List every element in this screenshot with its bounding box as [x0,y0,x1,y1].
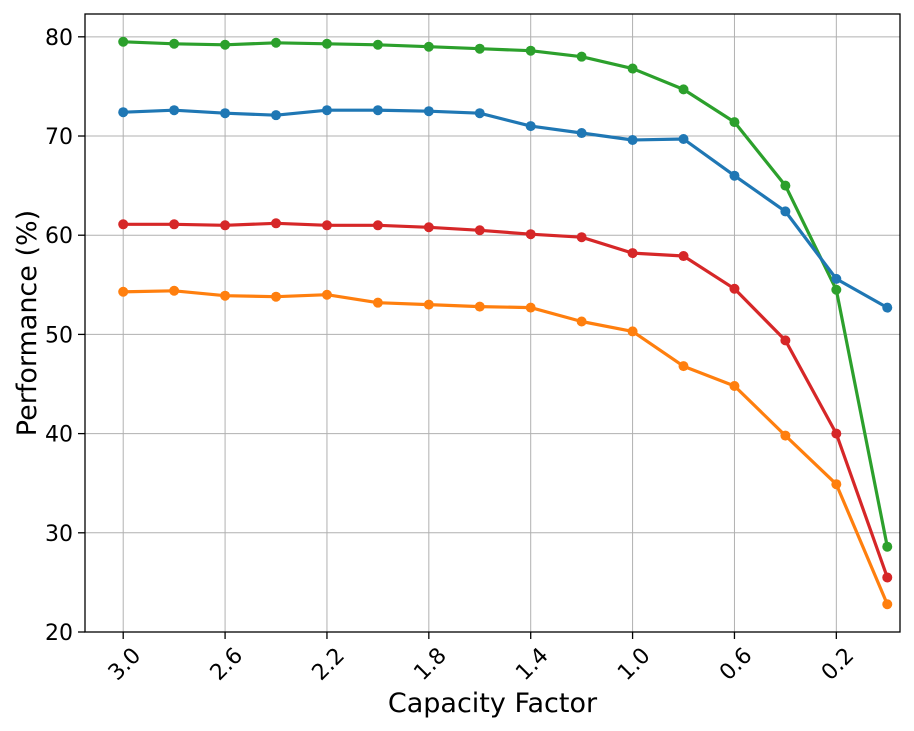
series-orange [118,285,893,610]
data-point-red [678,251,689,262]
data-point-blue [271,110,282,121]
data-point-green [118,36,129,47]
x-axis-label: Capacity Factor [388,688,598,719]
data-point-red [423,222,434,233]
data-point-green [525,45,536,56]
x-tick-label: 0.6 [715,643,757,685]
data-point-green [321,38,332,49]
x-tick-label: 3.0 [104,643,146,685]
y-tick-label: 70 [45,125,73,150]
plot-frame [84,13,901,633]
data-point-blue [780,206,791,217]
data-point-blue [678,133,689,144]
data-point-green [423,41,434,52]
data-point-green [678,84,689,95]
data-point-blue [321,105,332,116]
series-line-blue [121,108,889,310]
data-point-green [271,37,282,48]
data-point-green [372,39,383,50]
data-point-red [372,220,383,231]
data-point-red [780,335,791,346]
data-point-orange [321,289,332,300]
data-point-blue [423,106,434,117]
x-tick-label: 1.0 [613,643,655,685]
data-point-red [525,229,536,240]
data-point-orange [780,430,791,441]
data-point-orange [678,361,689,372]
data-point-orange [831,479,842,490]
series-red [118,218,893,583]
data-point-blue [882,302,893,313]
y-tick-label: 30 [45,522,73,547]
x-tick-label: 1.8 [409,643,451,685]
y-tick-label: 50 [45,323,73,348]
data-point-orange [220,290,231,301]
data-point-blue [220,108,231,119]
series-green [118,36,893,552]
data-point-green [576,51,587,62]
series-layer [118,36,893,610]
data-point-orange [271,291,282,302]
data-point-red [882,572,893,583]
data-point-red [118,219,129,230]
data-point-green [729,117,740,128]
x-tick-label: 0.2 [817,643,859,685]
data-point-red [627,248,638,259]
data-point-green [220,39,231,50]
data-point-red [831,428,842,439]
data-point-red [271,218,282,229]
y-tick-label: 80 [45,26,73,51]
data-point-orange [627,326,638,337]
data-point-blue [372,105,383,116]
series-line-green [121,40,889,549]
data-point-blue [831,273,842,284]
data-point-red [474,225,485,236]
data-point-orange [729,380,740,391]
data-point-blue [525,121,536,132]
data-point-blue [474,108,485,119]
data-point-green [627,63,638,74]
data-point-red [729,283,740,294]
data-point-blue [627,134,638,145]
series-line-red [121,221,889,580]
y-tick-label: 60 [45,224,73,249]
data-point-green [882,541,893,552]
data-point-orange [423,299,434,310]
data-point-green [831,284,842,295]
data-point-red [220,220,231,231]
data-point-green [474,43,485,54]
data-point-orange [169,285,180,296]
data-point-blue [169,105,180,116]
series-line-orange [121,289,889,606]
y-tick-label: 40 [45,423,73,448]
data-point-orange [118,286,129,297]
y-axis-label: Performance (%) [12,210,43,436]
data-point-red [576,232,587,243]
data-point-blue [118,107,129,118]
data-point-orange [576,316,587,327]
x-tick-label: 2.2 [308,643,350,685]
data-point-green [169,38,180,49]
data-point-blue [729,170,740,181]
data-point-orange [372,297,383,308]
data-point-green [780,180,791,191]
series-blue [118,105,893,313]
data-point-orange [474,301,485,312]
data-point-red [321,220,332,231]
data-point-blue [576,128,587,139]
data-point-red [169,219,180,230]
data-point-orange [882,599,893,610]
grid [85,14,900,633]
x-tick-label: 1.4 [511,643,553,685]
x-tick-label: 2.6 [206,643,248,685]
y-tick-label: 20 [45,621,73,646]
data-point-orange [525,302,536,313]
